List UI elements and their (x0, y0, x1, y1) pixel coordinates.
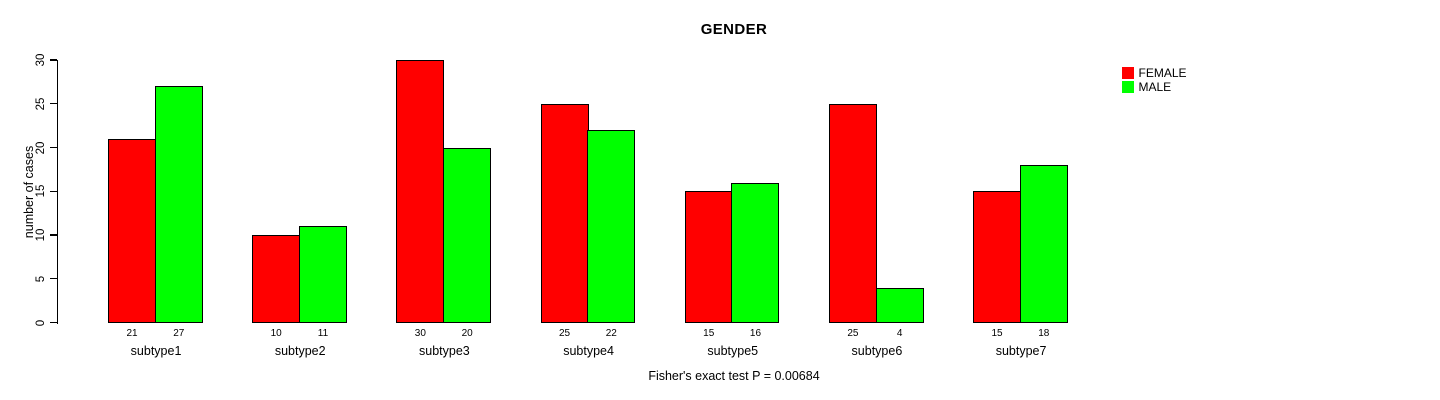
legend-swatch-male (1122, 81, 1134, 93)
bar-value-label: 15 (991, 328, 1003, 339)
category-label-subtype5: subtype5 (707, 343, 759, 358)
category-label-subtype4: subtype4 (563, 343, 614, 358)
category-label-subtype7: subtype7 (995, 343, 1047, 358)
bar-value-label: 15 (703, 328, 715, 339)
chart-title: GENDER (700, 21, 768, 38)
legend-swatch-female (1122, 67, 1134, 79)
category-label-subtype6: subtype6 (851, 343, 903, 358)
y-axis-tick-label: 10 (35, 228, 47, 242)
bar-male-subtype7 (1019, 165, 1068, 323)
bar-value-label: 10 (270, 328, 282, 339)
bar-value-label: 30 (414, 328, 426, 339)
bar-female-subtype5 (684, 191, 733, 323)
bar-value-label: 18 (1038, 328, 1050, 339)
bar-male-subtype4 (587, 130, 636, 323)
y-axis-line (56, 60, 58, 324)
y-axis-tick (50, 321, 57, 324)
bar-value-label: 11 (317, 328, 329, 339)
bar-male-subtype3 (443, 147, 492, 323)
bar-value-label: 25 (558, 328, 571, 339)
bar-value-label: 4 (896, 328, 903, 339)
bar-value-label: 25 (847, 328, 859, 339)
bar-female-subtype3 (396, 60, 445, 323)
bar-male-subtype6 (875, 287, 924, 323)
bar-female-subtype7 (973, 191, 1022, 323)
bar-value-label: 22 (605, 328, 617, 339)
bar-female-subtype4 (540, 103, 589, 323)
bar-value-label: 21 (126, 328, 138, 339)
bar-male-subtype5 (731, 182, 780, 323)
y-axis-tick (50, 146, 57, 149)
y-axis-tick (50, 59, 57, 61)
bar-value-label: 20 (461, 328, 473, 339)
y-axis-tick-label: 30 (35, 53, 47, 67)
bar-male-subtype2 (298, 226, 347, 323)
y-axis-tick (50, 190, 57, 192)
bar-value-label: 27 (173, 328, 185, 339)
bar-male-subtype1 (154, 86, 203, 323)
bar-value-label: 16 (749, 328, 762, 339)
y-axis-tick-label: 20 (35, 141, 47, 154)
legend-row-female: FEMALE (1122, 66, 1187, 80)
y-axis-tick-label: 25 (35, 97, 47, 111)
legend-label-male: MALE (1138, 80, 1172, 94)
bar-female-subtype6 (828, 103, 877, 323)
y-axis-tick (50, 234, 57, 236)
stat-annotation: Fisher's exact test P = 0.00684 (648, 369, 820, 383)
category-label-subtype2: subtype2 (274, 343, 326, 358)
legend: FEMALE MALE (1122, 66, 1187, 94)
y-axis-tick (50, 278, 57, 280)
legend-label-female: FEMALE (1138, 66, 1187, 80)
category-label-subtype1: subtype1 (130, 343, 182, 358)
y-axis-tick (50, 103, 57, 105)
y-axis-tick-label: 15 (35, 184, 47, 198)
y-axis-tick-label: 0 (35, 319, 47, 326)
legend-row-male: MALE (1122, 80, 1187, 94)
y-axis-label: number of cases (22, 145, 36, 239)
y-axis-tick-label: 5 (35, 275, 47, 282)
bar-female-subtype1 (108, 138, 157, 323)
bar-female-subtype2 (252, 235, 301, 323)
category-label-subtype3: subtype3 (419, 343, 470, 358)
